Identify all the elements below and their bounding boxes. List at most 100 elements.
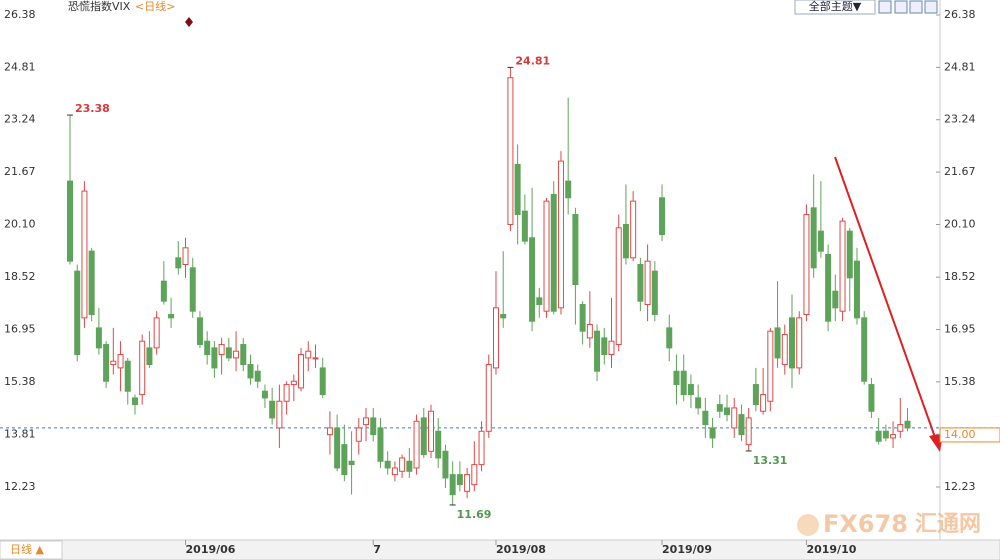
tool-button[interactable]	[924, 0, 938, 14]
candle-body	[81, 190, 88, 319]
x-tick-label: 2019/10	[806, 543, 856, 556]
candle-body	[276, 400, 283, 429]
y-tick-label: 16.95	[4, 323, 36, 336]
candle-body	[189, 267, 196, 312]
candle-body	[428, 410, 434, 452]
candle-body	[767, 330, 774, 402]
theme-button-label[interactable]: 全部主题▼	[809, 0, 862, 13]
candle-body	[110, 360, 117, 366]
candle-body	[536, 297, 543, 306]
candle-body	[435, 430, 442, 459]
candle-body	[521, 210, 528, 242]
last-price-label: 14.00	[944, 428, 976, 441]
watermark: FX678	[823, 510, 908, 538]
candle-body	[377, 427, 384, 462]
candle-body	[839, 220, 846, 312]
marker-diamond	[185, 17, 193, 27]
candle-body	[370, 417, 377, 436]
candle-body	[254, 370, 261, 382]
candle-body	[716, 404, 723, 412]
last-price-box	[939, 427, 1000, 443]
candle-body	[168, 314, 175, 319]
candle-body	[695, 397, 702, 409]
candle-body	[348, 460, 355, 466]
y-tick-label: 23.24	[4, 113, 36, 126]
candle-body	[124, 360, 131, 392]
candle-body	[204, 340, 211, 356]
tool-button[interactable]	[894, 0, 908, 14]
candle-body	[817, 230, 824, 252]
candle-body	[601, 337, 608, 356]
high-label: 23.38	[75, 102, 110, 115]
y-tick-label: 13.81	[4, 427, 36, 440]
candle-body	[861, 317, 868, 382]
candle-body	[630, 200, 637, 259]
candle-body	[420, 417, 427, 456]
trend-arrow	[834, 156, 937, 441]
y-tick-label-right: 26.38	[944, 8, 976, 21]
candle-body	[557, 160, 564, 309]
candle-body	[897, 424, 904, 432]
theme-button[interactable]	[794, 0, 876, 15]
candle-body	[196, 317, 203, 346]
y-tick-label: 26.38	[4, 8, 36, 21]
y-tick-label-right: 15.38	[944, 375, 976, 388]
candle-body	[760, 394, 767, 412]
candle-body	[139, 340, 146, 396]
candle-body	[298, 354, 305, 389]
candle-body	[651, 270, 658, 316]
candle-body	[637, 263, 644, 302]
candle-body	[752, 384, 759, 406]
candle-body	[240, 344, 247, 366]
candle-body	[825, 253, 832, 322]
candle-body	[95, 327, 102, 349]
candle-body	[608, 340, 615, 356]
y-tick-label: 20.10	[4, 217, 36, 230]
chart-subtitle: <日线>	[135, 0, 175, 13]
candle-body	[153, 317, 160, 349]
x-tick-label: 2019/09	[662, 543, 712, 556]
candle-body	[702, 410, 709, 426]
candle-body	[644, 260, 651, 306]
candle-body	[341, 444, 348, 476]
candle-body	[225, 347, 232, 359]
candle-body	[774, 327, 781, 359]
candle-body	[594, 330, 601, 372]
candle-body	[565, 180, 572, 199]
candle-body	[464, 474, 471, 492]
candle-body	[572, 213, 579, 286]
x-axis-band	[0, 539, 1000, 560]
candle-body	[687, 384, 694, 396]
candle-body	[131, 397, 138, 406]
candle-body	[269, 400, 276, 419]
candle-body	[673, 370, 680, 386]
candle-body	[406, 460, 413, 472]
candle-body	[724, 407, 731, 416]
candle-body	[586, 324, 593, 339]
candle-body	[391, 467, 398, 476]
low-label: 13.31	[753, 454, 788, 467]
candle-body	[326, 427, 333, 436]
tool-button[interactable]	[878, 0, 892, 14]
candle-body	[305, 350, 312, 359]
candle-body	[478, 430, 485, 466]
y-tick-label-right: 18.52	[944, 270, 976, 283]
candle-body	[904, 420, 911, 429]
y-tick-label-right: 12.23	[944, 480, 976, 493]
candle-body	[233, 350, 240, 359]
candle-body	[290, 380, 297, 386]
candle-body	[160, 280, 167, 302]
candle-body	[738, 414, 745, 436]
candle-body	[146, 347, 153, 366]
candle-body	[355, 427, 362, 442]
period-button-label[interactable]: 日线 ▲	[10, 542, 44, 556]
candle-body	[666, 327, 673, 349]
tool-button[interactable]	[909, 0, 923, 14]
period-button[interactable]	[0, 540, 63, 560]
candle-body	[456, 474, 463, 486]
y-tick-label-right: 16.95	[944, 323, 976, 336]
candle-body	[175, 257, 182, 269]
candle-body	[283, 384, 290, 402]
candle-body	[413, 420, 420, 469]
